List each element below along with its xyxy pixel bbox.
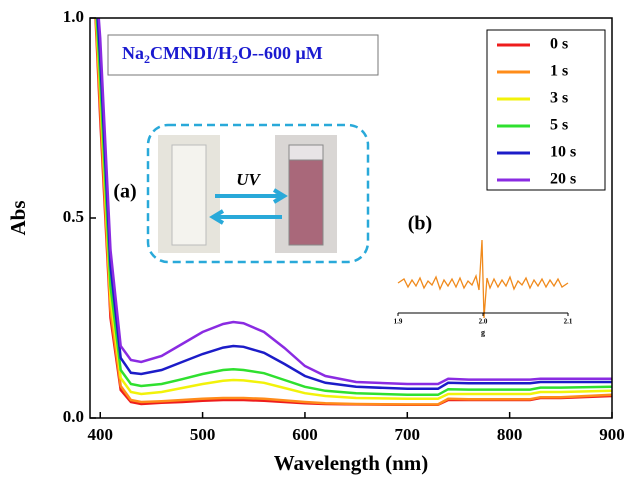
legend-label: 3 s: [550, 90, 568, 107]
legend-label: 5 s: [550, 117, 568, 134]
y-tick-label: 1.0: [63, 7, 84, 26]
title-box: [107, 34, 379, 76]
inset-x-tick-label: 1.9: [394, 318, 403, 326]
series-line: [95, 18, 612, 401]
arrow-back: [209, 209, 282, 225]
inset-x-tick-label: 2.1: [564, 318, 573, 326]
y-axis-label: Abs: [6, 200, 30, 235]
inset-x-label: g: [481, 328, 485, 337]
annotation: (b): [408, 213, 432, 235]
y-tick-label: 0.0: [63, 407, 84, 426]
x-tick-label: 900: [599, 425, 625, 444]
x-tick-label: 500: [190, 425, 216, 444]
legend-box: [486, 29, 606, 191]
annotation: (a): [113, 181, 136, 203]
x-tick-label: 400: [87, 425, 113, 444]
vial-right: [288, 159, 324, 246]
x-tick-label: 800: [497, 425, 523, 444]
inset-x-tick-label: 2.0: [479, 318, 488, 326]
series-line: [97, 18, 612, 386]
plot-area: [94, 18, 612, 407]
epr-trace: [397, 239, 569, 319]
series-line: [95, 18, 612, 397]
legend-label: 20 s: [550, 171, 576, 188]
legend-label: 1 s: [550, 63, 568, 80]
x-tick-label: 600: [292, 425, 318, 444]
legend-label: 0 s: [550, 36, 568, 53]
vial-left: [171, 144, 207, 246]
y-tick-label: 0.5: [63, 207, 84, 226]
series-line: [96, 18, 612, 391]
x-tick-label: 700: [395, 425, 421, 444]
series-line: [94, 18, 612, 406]
legend-label: 10 s: [550, 144, 576, 161]
chart-title: Na2CMNDI/H2O--600 μM: [122, 43, 323, 66]
vial-right-top: [288, 144, 324, 161]
x-axis-label: Wavelength (nm): [274, 451, 429, 475]
arrow-forward: [215, 188, 288, 204]
inset-b: 1.9 2.0 2.1 g: [394, 239, 573, 337]
annotation: UV: [236, 170, 261, 189]
